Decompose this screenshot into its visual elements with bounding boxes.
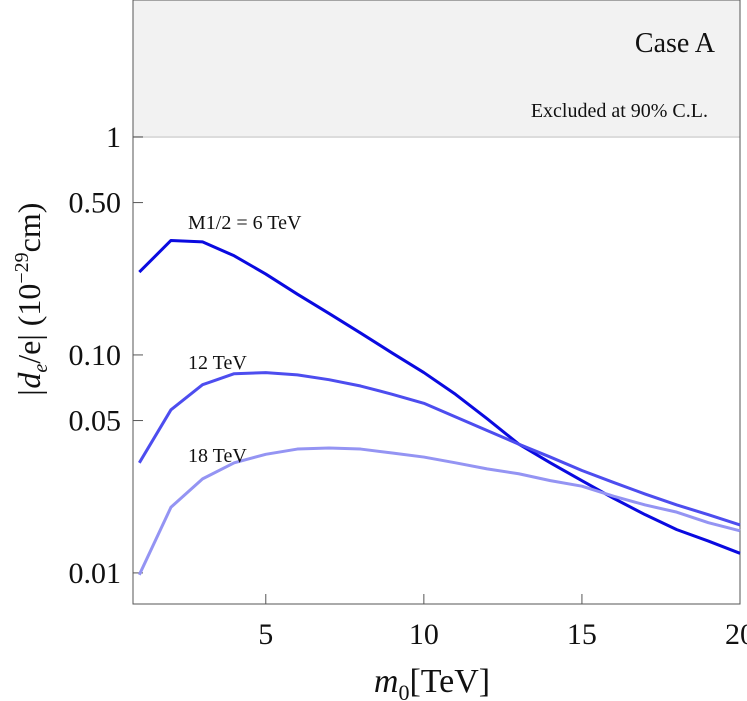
y-tick-label: 0.05: [69, 405, 122, 438]
x-tick-label: 10: [409, 618, 439, 651]
series-line: [137, 446, 741, 576]
series-label: 12 TeV: [188, 352, 247, 374]
y-label-part: e: [30, 364, 52, 373]
series-line: [138, 371, 741, 527]
x-label-part: m: [374, 663, 399, 700]
excluded-region: [133, 0, 740, 137]
x-tick-label: 20: [725, 618, 747, 651]
series-label: 18 TeV: [188, 445, 247, 467]
x-tick-label: 5: [258, 618, 273, 651]
y-label-part: |d: [11, 372, 47, 398]
y-label-part: /e| (10: [11, 284, 47, 364]
y-tick-label: 0.01: [69, 557, 122, 590]
x-axis-label: m0[TeV]: [374, 663, 490, 701]
y-tick-label: 0.10: [69, 339, 122, 372]
x-label-part: [TeV]: [409, 663, 490, 700]
x-tick-label: 15: [567, 618, 597, 651]
plot-frame: [132, 0, 741, 605]
y-axis-label: |de/e| (10−29cm): [11, 203, 52, 398]
x-label-part: 0: [398, 680, 409, 701]
y-tick-label: 1: [106, 121, 121, 154]
series-line: [138, 238, 741, 555]
y-tick-label: 0.50: [69, 187, 122, 220]
annotation: Excluded at 90% C.L.: [531, 100, 708, 122]
annotation: Case A: [635, 28, 716, 59]
series-label: M1/2 = 6 TeV: [188, 212, 302, 234]
y-label-part: −29: [11, 252, 33, 283]
y-label-part: cm): [11, 203, 47, 253]
